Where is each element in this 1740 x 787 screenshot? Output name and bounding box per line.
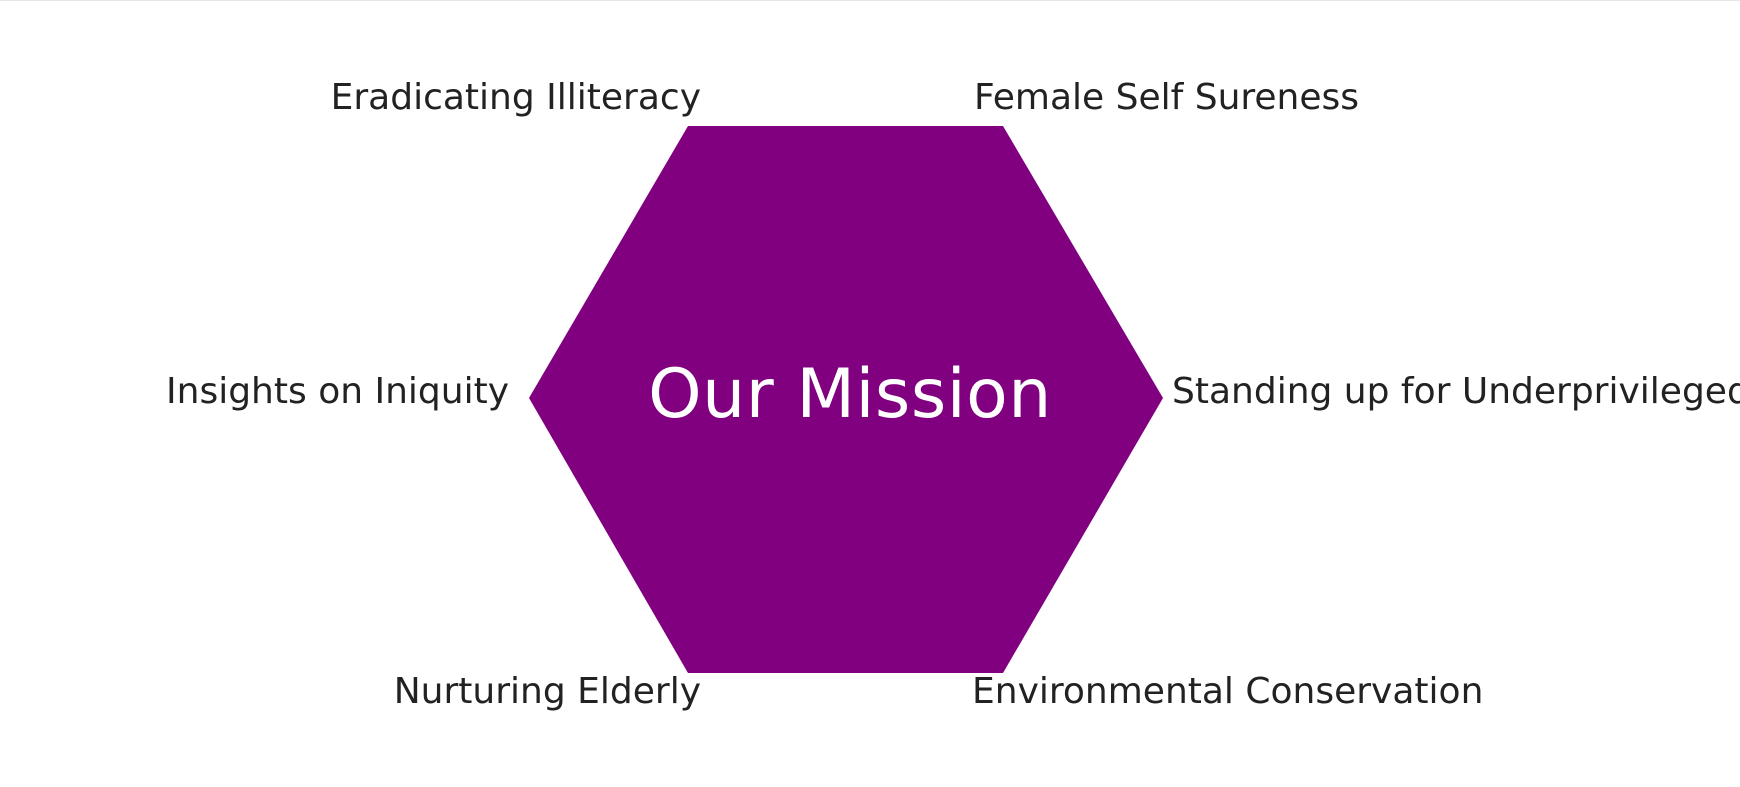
label-middle-right: Standing up for Underprivileged [1172,370,1740,414]
center-title: Our Mission [580,352,1120,438]
label-top-right: Female Self Sureness [974,76,1359,120]
label-middle-left: Insights on Iniquity [166,370,509,414]
label-bottom-left: Nurturing Elderly [394,670,701,714]
label-top-left: Eradicating Illiteracy [331,76,701,120]
label-bottom-right: Environmental Conservation [972,670,1483,714]
